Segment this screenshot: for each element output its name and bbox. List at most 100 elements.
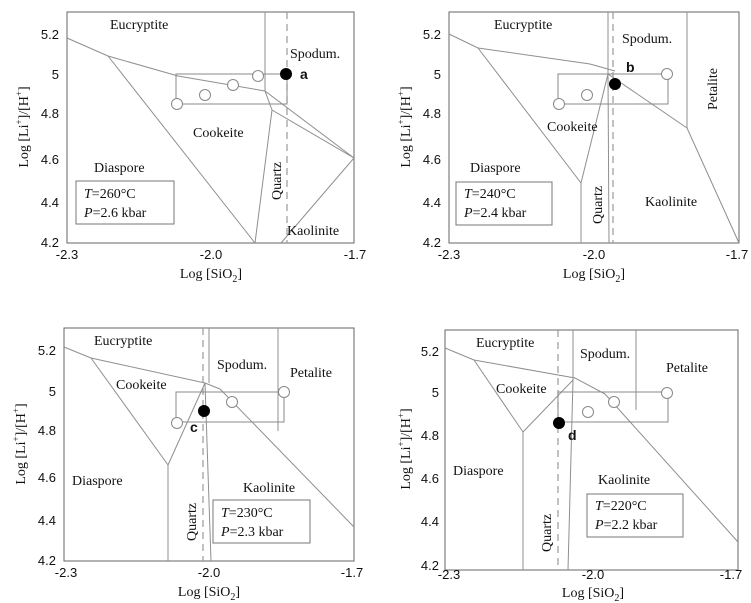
field-label-quartz: Quartz (270, 162, 285, 200)
boundary-kaolinite-right (604, 393, 739, 543)
temperature-label: T=260°C (84, 187, 136, 202)
panel-b: b Eucryptite Spodum. Petalite Cookeite D… (396, 11, 748, 285)
x-tick-label: -2.0 (200, 247, 222, 262)
field-label-diaspore: Diaspore (453, 464, 504, 479)
y-tick-label: 4.6 (41, 152, 59, 167)
field-label-quartz: Quartz (540, 514, 555, 552)
inferred-range-box (557, 391, 669, 423)
field-label-eucryptite: Eucryptite (476, 336, 534, 351)
panel-a: a Eucryptite Spodum. Cookeite Diaspore Q… (14, 11, 366, 285)
reference-point (278, 386, 290, 398)
reference-point (553, 98, 565, 110)
reference-point (227, 79, 239, 91)
boundary-cookeite-quartz (522, 379, 574, 433)
y-tick-label: 4.8 (38, 423, 56, 438)
field-label-kaolinite: Kaolinite (243, 481, 295, 496)
panel-tag-d: d (568, 427, 577, 443)
x-tick-label: -2.3 (55, 565, 77, 580)
field-label-spodumene: Spodum. (217, 358, 267, 373)
x-axis-label: Log [SiO2] (180, 267, 242, 285)
conditions-box (586, 493, 684, 538)
field-label-spodumene: Spodum. (580, 347, 630, 362)
y-tick-label: 4.2 (421, 558, 439, 573)
y-tick-label: 5.2 (421, 344, 439, 359)
reference-point (581, 89, 593, 101)
y-tick-label: 5.2 (41, 27, 59, 42)
field-label-diaspore: Diaspore (470, 161, 521, 176)
reference-point (608, 396, 620, 408)
reference-point (226, 396, 238, 408)
pressure-label: P=2.6 kbar (83, 206, 147, 221)
field-label-petalite: Petalite (290, 366, 332, 381)
x-tick-label: -2.3 (56, 247, 78, 262)
x-tick-label: -1.7 (720, 567, 742, 582)
y-axis-label: Log [Li+]/[H+] (396, 86, 414, 167)
y-tick-label: 5.2 (423, 27, 441, 42)
boundary-diaspore-cookeite (107, 55, 256, 244)
measured-point-b (609, 78, 621, 90)
y-tick-label: 4.6 (423, 152, 441, 167)
x-tick-label: -1.7 (341, 565, 363, 580)
measured-point-c (198, 405, 210, 417)
field-label-cookeite: Cookeite (496, 382, 547, 397)
reference-point (661, 68, 673, 80)
x-tick-label: -2.3 (438, 567, 460, 582)
field-label-kaolinite: Kaolinite (645, 195, 697, 210)
boundary-quartz-kaolinite (607, 73, 610, 244)
x-tick-label: -2.0 (582, 567, 604, 582)
field-label-kaolinite: Kaolinite (598, 473, 650, 488)
field-label-cookeite: Cookeite (193, 126, 244, 141)
plot-frame (66, 11, 355, 244)
panel-d: d Eucryptite Spodum. Petalite Cookeite D… (396, 329, 742, 603)
boundary-spodumene (607, 12, 688, 129)
y-tick-label: 4.4 (41, 195, 59, 210)
field-label-quartz: Quartz (591, 186, 606, 224)
inferred-range-box (557, 73, 669, 105)
field-label-eucryptite: Eucryptite (110, 18, 168, 33)
temperature-label: T=230°C (221, 506, 273, 521)
plot-frame (448, 11, 740, 244)
conditions-box (212, 499, 311, 544)
y-tick-label: 4.2 (38, 553, 56, 568)
field-label-cookeite: Cookeite (116, 378, 167, 393)
y-tick-label: 4.2 (41, 235, 59, 250)
y-tick-label: 4.8 (423, 106, 441, 121)
x-axis-label: Log [SiO2] (563, 267, 625, 285)
boundary-cookeite-quartz (167, 382, 206, 466)
field-label-spodumene: Spodum. (290, 47, 340, 62)
x-tick-label: -2.0 (583, 247, 605, 262)
field-label-kaolinite: Kaolinite (287, 224, 339, 239)
panel-c: c Eucryptite Spodum. Petalite Cookeite D… (11, 327, 363, 603)
inferred-range-box (175, 391, 285, 423)
x-axis-label: Log [SiO2] (562, 586, 624, 603)
temperature-label: T=240°C (464, 187, 516, 202)
boundary-eucryptite-diaspore (448, 33, 616, 72)
boundary-petalite (686, 12, 740, 244)
field-label-eucryptite: Eucryptite (494, 18, 552, 33)
boundary-spodumene (264, 12, 355, 159)
y-tick-label: 4.2 (423, 235, 441, 250)
reference-point (252, 70, 264, 82)
x-tick-label: -2.3 (438, 247, 460, 262)
measured-point-d (553, 417, 565, 429)
pressure-label: P=2.4 kbar (463, 206, 527, 221)
y-tick-label: 5.2 (38, 343, 56, 358)
reference-point (171, 98, 183, 110)
conditions-box (455, 181, 553, 226)
x-tick-label: -1.7 (344, 247, 366, 262)
boundary-kaolinite-right (219, 388, 355, 528)
y-tick-label: 4.6 (38, 470, 56, 485)
y-tick-label: 4.4 (421, 514, 439, 529)
plot-frame (444, 329, 739, 571)
reference-point (199, 89, 211, 101)
inferred-range-box (175, 73, 288, 105)
reference-point (171, 417, 183, 429)
field-label-cookeite: Cookeite (547, 120, 598, 135)
y-tick-label: 4.8 (421, 428, 439, 443)
y-axis-label: Log [Li+]/[H+] (14, 86, 32, 167)
x-tick-label: -2.0 (198, 565, 220, 580)
y-axis-label: Log [Li+]/[H+] (396, 408, 414, 489)
boundary-kaolinite (271, 109, 355, 244)
boundary-eucryptite-diaspore (66, 37, 266, 92)
field-label-quartz: Quartz (185, 503, 200, 541)
